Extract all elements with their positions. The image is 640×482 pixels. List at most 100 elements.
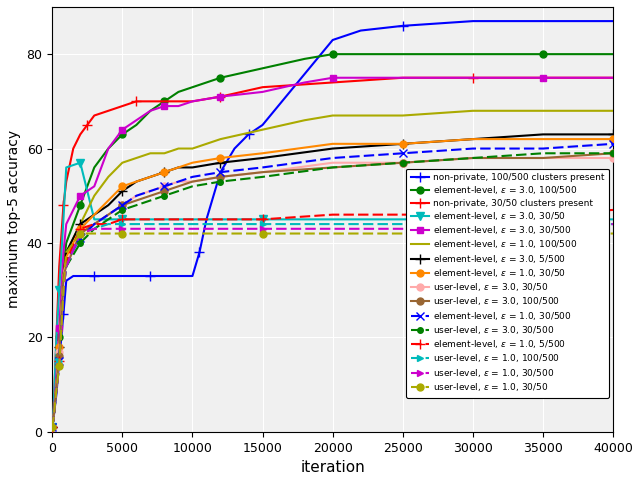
element-level, $\varepsilon$ = 1.0, 100/500	[52, 382, 60, 388]
Line: user-level, $\varepsilon$ = 1.0, 100/500: user-level, $\varepsilon$ = 1.0, 100/500	[49, 221, 616, 430]
non-private, 30/50 clusters present	[399, 75, 406, 80]
user-level, $\varepsilon$ = 1.0, 30/50	[118, 230, 126, 236]
non-private, 100/500 clusters present	[69, 273, 77, 279]
element-level, $\varepsilon$ = 3.0, 30/50	[90, 216, 98, 222]
user-level, $\varepsilon$ = 3.0, 30/50	[161, 184, 168, 189]
non-private, 30/50 clusters present	[329, 80, 337, 85]
element-level, $\varepsilon$ = 3.0, 5/500	[161, 169, 168, 175]
user-level, $\varepsilon$ = 3.0, 30/50	[132, 193, 140, 199]
Line: user-level, $\varepsilon$ = 1.0, 30/500: user-level, $\varepsilon$ = 1.0, 30/500	[49, 221, 616, 430]
element-level, $\varepsilon$ = 1.0, 100/500	[609, 108, 617, 114]
user-level, $\varepsilon$ = 1.0, 30/500	[56, 363, 63, 369]
user-level, $\varepsilon$ = 1.0, 100/500	[50, 415, 58, 420]
element-level, $\varepsilon$ = 3.0, 30/500	[56, 325, 63, 331]
element-level, $\varepsilon$ = 3.0, 30/50	[259, 216, 266, 222]
user-level, $\varepsilon$ = 3.0, 30/50	[539, 155, 547, 161]
user-level, $\varepsilon$ = 1.0, 30/50	[609, 230, 617, 236]
element-level, $\varepsilon$ = 3.0, 30/50	[56, 287, 63, 293]
X-axis label: iteration: iteration	[300, 460, 365, 475]
element-level, $\varepsilon$ = 1.0, 30/50	[329, 141, 337, 147]
element-level, $\varepsilon$ = 1.0, 100/500	[76, 221, 84, 227]
user-level, $\varepsilon$ = 3.0, 100/500	[259, 169, 266, 175]
non-private, 100/500 clusters present	[118, 273, 126, 279]
element-level, $\varepsilon$ = 3.0, 100/500	[52, 382, 60, 388]
element-level, $\varepsilon$ = 3.0, 30/500	[49, 424, 56, 430]
non-private, 100/500 clusters present	[132, 273, 140, 279]
element-level, $\varepsilon$ = 1.0, 100/500	[399, 113, 406, 119]
element-level, $\varepsilon$ = 1.0, 100/500	[175, 146, 182, 151]
element-level, $\varepsilon$ = 1.0, 5/500	[63, 259, 70, 265]
non-private, 100/500 clusters present	[49, 424, 56, 430]
element-level, $\varepsilon$ = 3.0, 30/500	[147, 108, 154, 114]
non-private, 100/500 clusters present	[90, 273, 98, 279]
user-level, $\varepsilon$ = 3.0, 30/500	[50, 415, 58, 420]
Line: element-level, $\varepsilon$ = 3.0, 30/500: element-level, $\varepsilon$ = 3.0, 30/5…	[49, 74, 616, 430]
user-level, $\varepsilon$ = 3.0, 30/500	[90, 226, 98, 232]
non-private, 30/50 clusters present	[49, 424, 56, 430]
element-level, $\varepsilon$ = 3.0, 100/500	[175, 89, 182, 95]
user-level, $\varepsilon$ = 1.0, 30/50	[329, 230, 337, 236]
element-level, $\varepsilon$ = 1.0, 30/50	[52, 382, 60, 388]
element-level, $\varepsilon$ = 1.0, 5/500	[609, 207, 617, 213]
user-level, $\varepsilon$ = 1.0, 30/50	[469, 230, 477, 236]
element-level, $\varepsilon$ = 3.0, 30/500	[60, 250, 67, 255]
element-level, $\varepsilon$ = 1.0, 5/500	[50, 415, 58, 420]
user-level, $\varepsilon$ = 3.0, 100/500	[329, 164, 337, 170]
user-level, $\varepsilon$ = 1.0, 100/500	[399, 221, 406, 227]
element-level, $\varepsilon$ = 3.0, 100/500	[301, 56, 308, 62]
element-level, $\varepsilon$ = 3.0, 5/500	[52, 382, 60, 388]
user-level, $\varepsilon$ = 3.0, 30/500	[175, 188, 182, 194]
Line: user-level, $\varepsilon$ = 3.0, 30/500: user-level, $\varepsilon$ = 3.0, 30/500	[47, 147, 619, 433]
element-level, $\varepsilon$ = 3.0, 30/500	[118, 127, 126, 133]
element-level, $\varepsilon$ = 1.0, 5/500	[147, 216, 154, 222]
element-level, $\varepsilon$ = 3.0, 30/500	[63, 221, 70, 227]
user-level, $\varepsilon$ = 1.0, 30/500	[259, 226, 266, 232]
user-level, $\varepsilon$ = 3.0, 30/50	[217, 174, 225, 180]
user-level, $\varepsilon$ = 1.0, 30/500	[118, 226, 126, 232]
user-level, $\varepsilon$ = 1.0, 30/50	[50, 415, 58, 420]
non-private, 100/500 clusters present	[539, 18, 547, 24]
user-level, $\varepsilon$ = 3.0, 100/500	[90, 221, 98, 227]
element-level, $\varepsilon$ = 1.0, 100/500	[104, 174, 112, 180]
element-level, $\varepsilon$ = 1.0, 30/500	[118, 202, 126, 208]
non-private, 100/500 clusters present	[329, 37, 337, 43]
element-level, $\varepsilon$ = 3.0, 100/500	[60, 264, 67, 269]
element-level, $\varepsilon$ = 3.0, 100/500	[469, 51, 477, 57]
element-level, $\varepsilon$ = 3.0, 5/500	[104, 202, 112, 208]
element-level, $\varepsilon$ = 3.0, 30/500	[189, 98, 196, 104]
element-level, $\varepsilon$ = 1.0, 5/500	[118, 216, 126, 222]
element-level, $\varepsilon$ = 3.0, 5/500	[539, 132, 547, 137]
user-level, $\varepsilon$ = 3.0, 30/50	[329, 160, 337, 166]
user-level, $\varepsilon$ = 1.0, 100/500	[52, 387, 60, 392]
element-level, $\varepsilon$ = 3.0, 5/500	[76, 221, 84, 227]
non-private, 30/50 clusters present	[56, 264, 63, 269]
user-level, $\varepsilon$ = 1.0, 30/50	[147, 230, 154, 236]
element-level, $\varepsilon$ = 1.0, 30/500	[50, 415, 58, 420]
element-level, $\varepsilon$ = 3.0, 5/500	[175, 164, 182, 170]
element-level, $\varepsilon$ = 3.0, 30/500	[50, 415, 58, 420]
element-level, $\varepsilon$ = 1.0, 30/500	[49, 424, 56, 430]
non-private, 30/50 clusters present	[69, 146, 77, 151]
Legend: non-private, 100/500 clusters present, element-level, $\varepsilon$ = 3.0, 100/5: non-private, 100/500 clusters present, e…	[406, 169, 609, 398]
non-private, 100/500 clusters present	[50, 415, 58, 420]
element-level, $\varepsilon$ = 1.0, 30/500	[90, 221, 98, 227]
element-level, $\varepsilon$ = 3.0, 30/500	[52, 372, 60, 378]
element-level, $\varepsilon$ = 3.0, 5/500	[259, 155, 266, 161]
element-level, $\varepsilon$ = 1.0, 30/50	[175, 164, 182, 170]
element-level, $\varepsilon$ = 3.0, 100/500	[161, 98, 168, 104]
element-level, $\varepsilon$ = 1.0, 100/500	[539, 108, 547, 114]
user-level, $\varepsilon$ = 3.0, 30/500	[161, 193, 168, 199]
element-level, $\varepsilon$ = 3.0, 5/500	[132, 179, 140, 185]
element-level, $\varepsilon$ = 1.0, 5/500	[399, 212, 406, 217]
user-level, $\varepsilon$ = 3.0, 30/50	[52, 382, 60, 388]
element-level, $\varepsilon$ = 3.0, 30/50	[49, 424, 56, 430]
element-level, $\varepsilon$ = 3.0, 5/500	[189, 164, 196, 170]
user-level, $\varepsilon$ = 1.0, 30/50	[56, 363, 63, 369]
element-level, $\varepsilon$ = 1.0, 30/500	[147, 188, 154, 194]
user-level, $\varepsilon$ = 3.0, 30/500	[329, 164, 337, 170]
non-private, 30/50 clusters present	[217, 94, 225, 99]
user-level, $\varepsilon$ = 1.0, 30/50	[76, 230, 84, 236]
element-level, $\varepsilon$ = 1.0, 5/500	[104, 221, 112, 227]
user-level, $\varepsilon$ = 1.0, 100/500	[189, 221, 196, 227]
non-private, 30/50 clusters present	[132, 98, 140, 104]
